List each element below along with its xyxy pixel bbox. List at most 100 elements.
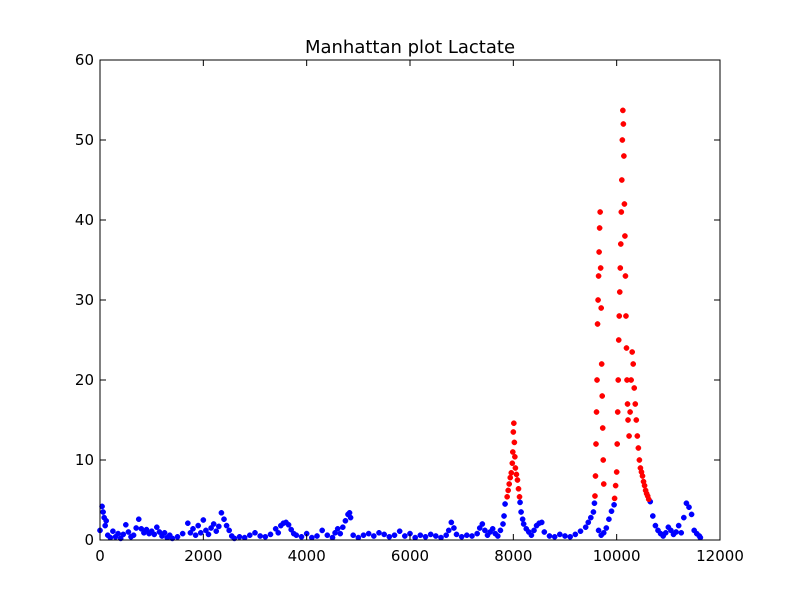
data-point xyxy=(298,533,305,540)
data-point xyxy=(355,534,362,541)
data-point xyxy=(634,433,641,439)
data-point xyxy=(319,527,326,534)
data-point xyxy=(203,527,209,534)
data-point xyxy=(645,496,652,503)
data-point xyxy=(314,533,320,539)
data-point xyxy=(614,441,621,447)
data-point xyxy=(673,529,679,535)
data-point xyxy=(226,527,233,534)
data-point xyxy=(432,533,439,539)
data-point xyxy=(184,520,191,527)
data-point xyxy=(626,433,632,439)
chart-title: Manhattan plot Lactate xyxy=(305,37,515,58)
data-point xyxy=(350,532,357,539)
data-point xyxy=(125,529,132,535)
data-point xyxy=(515,485,522,492)
data-point xyxy=(517,499,523,506)
data-point xyxy=(365,530,372,537)
data-point xyxy=(519,516,526,523)
data-point xyxy=(611,501,617,508)
data-point xyxy=(592,493,598,499)
data-point xyxy=(591,500,598,507)
y-tick-label: 10 xyxy=(75,451,94,469)
data-point xyxy=(590,509,597,515)
data-point xyxy=(594,377,600,383)
x-tick-label: 10000 xyxy=(593,547,641,565)
x-tick-label: 6000 xyxy=(391,547,429,565)
data-point xyxy=(120,531,127,538)
data-point xyxy=(678,529,685,536)
data-point xyxy=(518,509,524,515)
data-point xyxy=(130,532,137,539)
data-point xyxy=(329,534,336,541)
data-point xyxy=(275,529,282,536)
data-point xyxy=(625,417,631,423)
data-point xyxy=(514,477,521,483)
data-point xyxy=(603,525,610,531)
data-point xyxy=(195,522,202,529)
data-point xyxy=(438,534,444,541)
data-point xyxy=(500,521,506,527)
data-point xyxy=(135,516,142,523)
data-point xyxy=(391,532,398,539)
data-point xyxy=(621,153,627,159)
data-point xyxy=(509,460,516,467)
data-point xyxy=(617,265,624,271)
data-point xyxy=(639,473,646,479)
data-point xyxy=(417,532,424,539)
data-point xyxy=(599,393,606,399)
data-point xyxy=(342,517,349,524)
data-point xyxy=(153,524,160,531)
data-point xyxy=(494,533,501,539)
data-point xyxy=(208,525,214,531)
data-points xyxy=(97,107,704,542)
data-point xyxy=(99,503,105,510)
data-point xyxy=(516,493,523,500)
data-point xyxy=(596,225,603,231)
data-point xyxy=(592,473,599,479)
data-point xyxy=(463,532,470,539)
data-point xyxy=(599,425,606,431)
data-point xyxy=(324,532,331,539)
data-point xyxy=(619,137,626,143)
data-point xyxy=(628,377,634,383)
data-point xyxy=(688,511,695,518)
data-point xyxy=(401,533,408,539)
data-point xyxy=(179,530,186,537)
y-tick-label: 40 xyxy=(75,211,94,229)
y-tick-label: 30 xyxy=(75,291,94,309)
data-point xyxy=(600,481,607,487)
data-point xyxy=(618,177,625,183)
data-point xyxy=(598,305,605,311)
data-point xyxy=(443,532,450,539)
data-point xyxy=(489,525,496,532)
data-point xyxy=(308,534,315,541)
data-point xyxy=(631,385,638,391)
data-point xyxy=(616,289,623,295)
data-point xyxy=(531,527,537,534)
data-point xyxy=(600,457,607,463)
data-point xyxy=(577,528,584,535)
x-tick-label: 12000 xyxy=(696,547,744,565)
data-point xyxy=(608,508,615,515)
data-point xyxy=(210,521,217,527)
data-point xyxy=(635,445,642,451)
data-point xyxy=(508,469,515,476)
data-point xyxy=(633,417,640,423)
data-point xyxy=(528,532,535,539)
data-point xyxy=(585,519,592,526)
x-tick-label: 0 xyxy=(95,547,105,565)
data-point xyxy=(623,313,629,319)
data-point xyxy=(192,532,199,539)
data-point xyxy=(205,531,212,538)
data-point xyxy=(597,265,604,271)
data-point xyxy=(620,121,627,127)
data-point xyxy=(474,530,481,537)
data-point xyxy=(510,429,517,435)
data-point xyxy=(360,532,367,539)
data-point xyxy=(103,517,110,524)
data-point xyxy=(197,529,204,536)
data-point xyxy=(636,457,643,463)
data-point xyxy=(622,273,629,279)
